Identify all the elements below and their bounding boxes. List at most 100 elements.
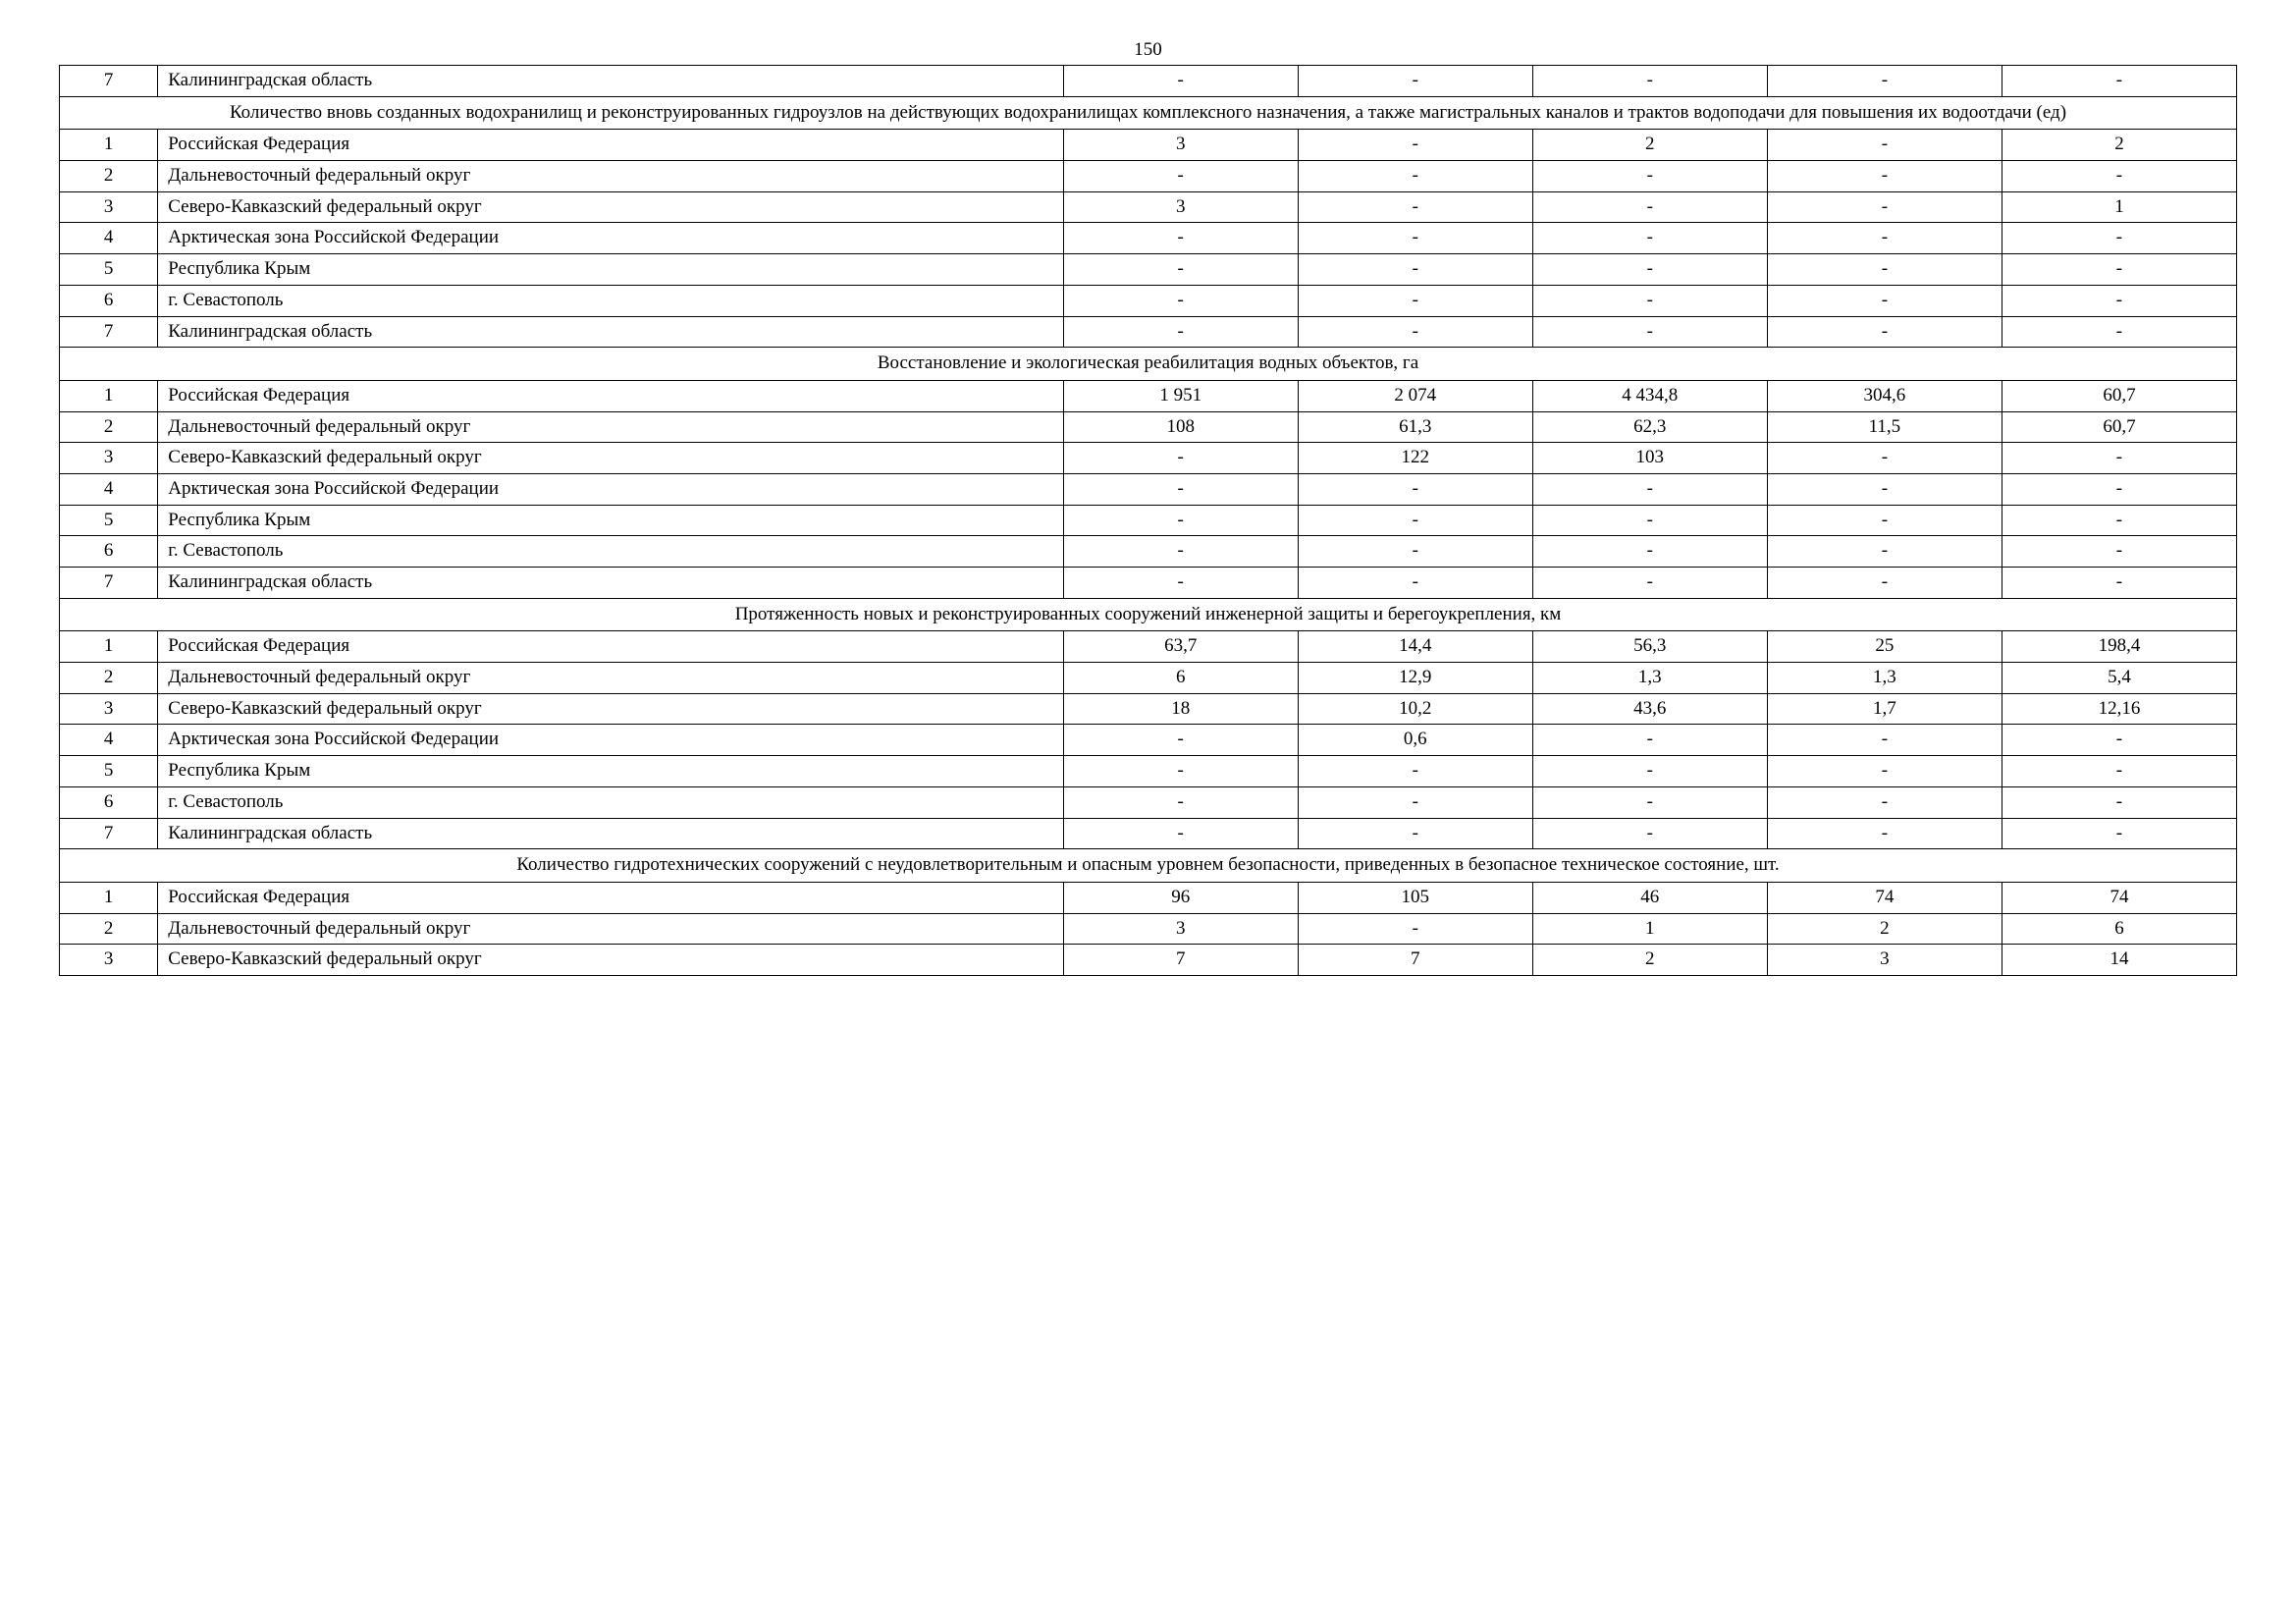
row-name-cell: г. Севастополь <box>158 536 1063 568</box>
row-name-cell: Российская Федерация <box>158 882 1063 913</box>
value-cell: 12,16 <box>2002 693 2236 725</box>
row-number-cell: 1 <box>60 631 158 663</box>
value-cell: - <box>2002 536 2236 568</box>
table-row: 1Российская Федерация96105467474 <box>60 882 2237 913</box>
value-cell: - <box>1532 473 1767 505</box>
table-row: 5Республика Крым----- <box>60 254 2237 286</box>
value-cell: - <box>1532 191 1767 223</box>
value-cell: 1,3 <box>1532 663 1767 694</box>
value-cell: - <box>1532 505 1767 536</box>
value-cell: - <box>1767 66 2002 97</box>
value-cell: - <box>1767 568 2002 599</box>
value-cell: 3 <box>1767 945 2002 976</box>
value-cell: - <box>1298 66 1532 97</box>
value-cell: - <box>1298 505 1532 536</box>
value-cell: 60,7 <box>2002 380 2236 411</box>
value-cell: - <box>1298 285 1532 316</box>
value-cell: 96 <box>1063 882 1298 913</box>
value-cell: - <box>1063 505 1298 536</box>
value-cell: - <box>1063 536 1298 568</box>
value-cell: - <box>1532 285 1767 316</box>
row-name-cell: Республика Крым <box>158 756 1063 787</box>
table-row: 3Северо-Кавказский федеральный округ3---… <box>60 191 2237 223</box>
value-cell: 62,3 <box>1532 411 1767 443</box>
row-number-cell: 5 <box>60 505 158 536</box>
row-number-cell: 6 <box>60 285 158 316</box>
row-number-cell: 7 <box>60 818 158 849</box>
row-name-cell: Российская Федерация <box>158 631 1063 663</box>
value-cell: 1 <box>2002 191 2236 223</box>
value-cell: - <box>1063 443 1298 474</box>
value-cell: 0,6 <box>1298 725 1532 756</box>
value-cell: - <box>1767 161 2002 192</box>
value-cell: 105 <box>1298 882 1532 913</box>
row-name-cell: Дальневосточный федеральный округ <box>158 411 1063 443</box>
table-row: 1Российская Федерация3-2-2 <box>60 130 2237 161</box>
row-number-cell: 2 <box>60 161 158 192</box>
value-cell: 108 <box>1063 411 1298 443</box>
row-name-cell: Дальневосточный федеральный округ <box>158 913 1063 945</box>
value-cell: 14 <box>2002 945 2236 976</box>
value-cell: 25 <box>1767 631 2002 663</box>
value-cell: - <box>2002 443 2236 474</box>
value-cell: 2 <box>1532 945 1767 976</box>
row-number-cell: 3 <box>60 693 158 725</box>
value-cell: 11,5 <box>1767 411 2002 443</box>
value-cell: - <box>1298 786 1532 818</box>
value-cell: 2 <box>1532 130 1767 161</box>
value-cell: - <box>2002 161 2236 192</box>
value-cell: - <box>1298 191 1532 223</box>
table-row: Количество гидротехнических сооружений с… <box>60 849 2237 883</box>
value-cell: 74 <box>2002 882 2236 913</box>
value-cell: 46 <box>1532 882 1767 913</box>
value-cell: - <box>1063 254 1298 286</box>
table-row: Восстановление и экологическая реабилита… <box>60 348 2237 381</box>
value-cell: - <box>1767 536 2002 568</box>
value-cell: - <box>1767 756 2002 787</box>
value-cell: - <box>1298 254 1532 286</box>
value-cell: - <box>1298 818 1532 849</box>
table-row: 7Калининградская область----- <box>60 66 2237 97</box>
value-cell: 56,3 <box>1532 631 1767 663</box>
table-row: 4Арктическая зона Российской Федерации-0… <box>60 725 2237 756</box>
value-cell: - <box>1767 473 2002 505</box>
value-cell: 3 <box>1063 913 1298 945</box>
row-name-cell: Дальневосточный федеральный округ <box>158 161 1063 192</box>
table-row: 1Российская Федерация1 9512 0744 434,830… <box>60 380 2237 411</box>
value-cell: 63,7 <box>1063 631 1298 663</box>
row-number-cell: 2 <box>60 663 158 694</box>
value-cell: 18 <box>1063 693 1298 725</box>
value-cell: 6 <box>2002 913 2236 945</box>
value-cell: 2 <box>1767 913 2002 945</box>
value-cell: - <box>1063 818 1298 849</box>
value-cell: - <box>1063 786 1298 818</box>
table-row: 6г. Севастополь----- <box>60 285 2237 316</box>
table-row: 2Дальневосточный федеральный округ612,91… <box>60 663 2237 694</box>
row-number-cell: 2 <box>60 411 158 443</box>
value-cell: - <box>1767 285 2002 316</box>
row-number-cell: 1 <box>60 130 158 161</box>
value-cell: 6 <box>1063 663 1298 694</box>
value-cell: - <box>1767 505 2002 536</box>
table-row: 1Российская Федерация63,714,456,325198,4 <box>60 631 2237 663</box>
row-name-cell: Российская Федерация <box>158 380 1063 411</box>
value-cell: - <box>1767 223 2002 254</box>
value-cell: - <box>1532 316 1767 348</box>
value-cell: 7 <box>1298 945 1532 976</box>
value-cell: - <box>2002 473 2236 505</box>
row-name-cell: Северо-Кавказский федеральный округ <box>158 443 1063 474</box>
value-cell: - <box>1298 568 1532 599</box>
row-number-cell: 7 <box>60 568 158 599</box>
table-row: 2Дальневосточный федеральный округ3-126 <box>60 913 2237 945</box>
table-row: Протяженность новых и реконструированных… <box>60 598 2237 631</box>
row-name-cell: Калининградская область <box>158 316 1063 348</box>
row-name-cell: г. Севастополь <box>158 285 1063 316</box>
row-number-cell: 7 <box>60 316 158 348</box>
value-cell: - <box>1063 285 1298 316</box>
value-cell: - <box>1532 161 1767 192</box>
section-header-cell: Восстановление и экологическая реабилита… <box>60 348 2237 381</box>
value-cell: - <box>1532 756 1767 787</box>
value-cell: - <box>2002 285 2236 316</box>
table-row: 7Калининградская область----- <box>60 818 2237 849</box>
value-cell: - <box>1298 536 1532 568</box>
